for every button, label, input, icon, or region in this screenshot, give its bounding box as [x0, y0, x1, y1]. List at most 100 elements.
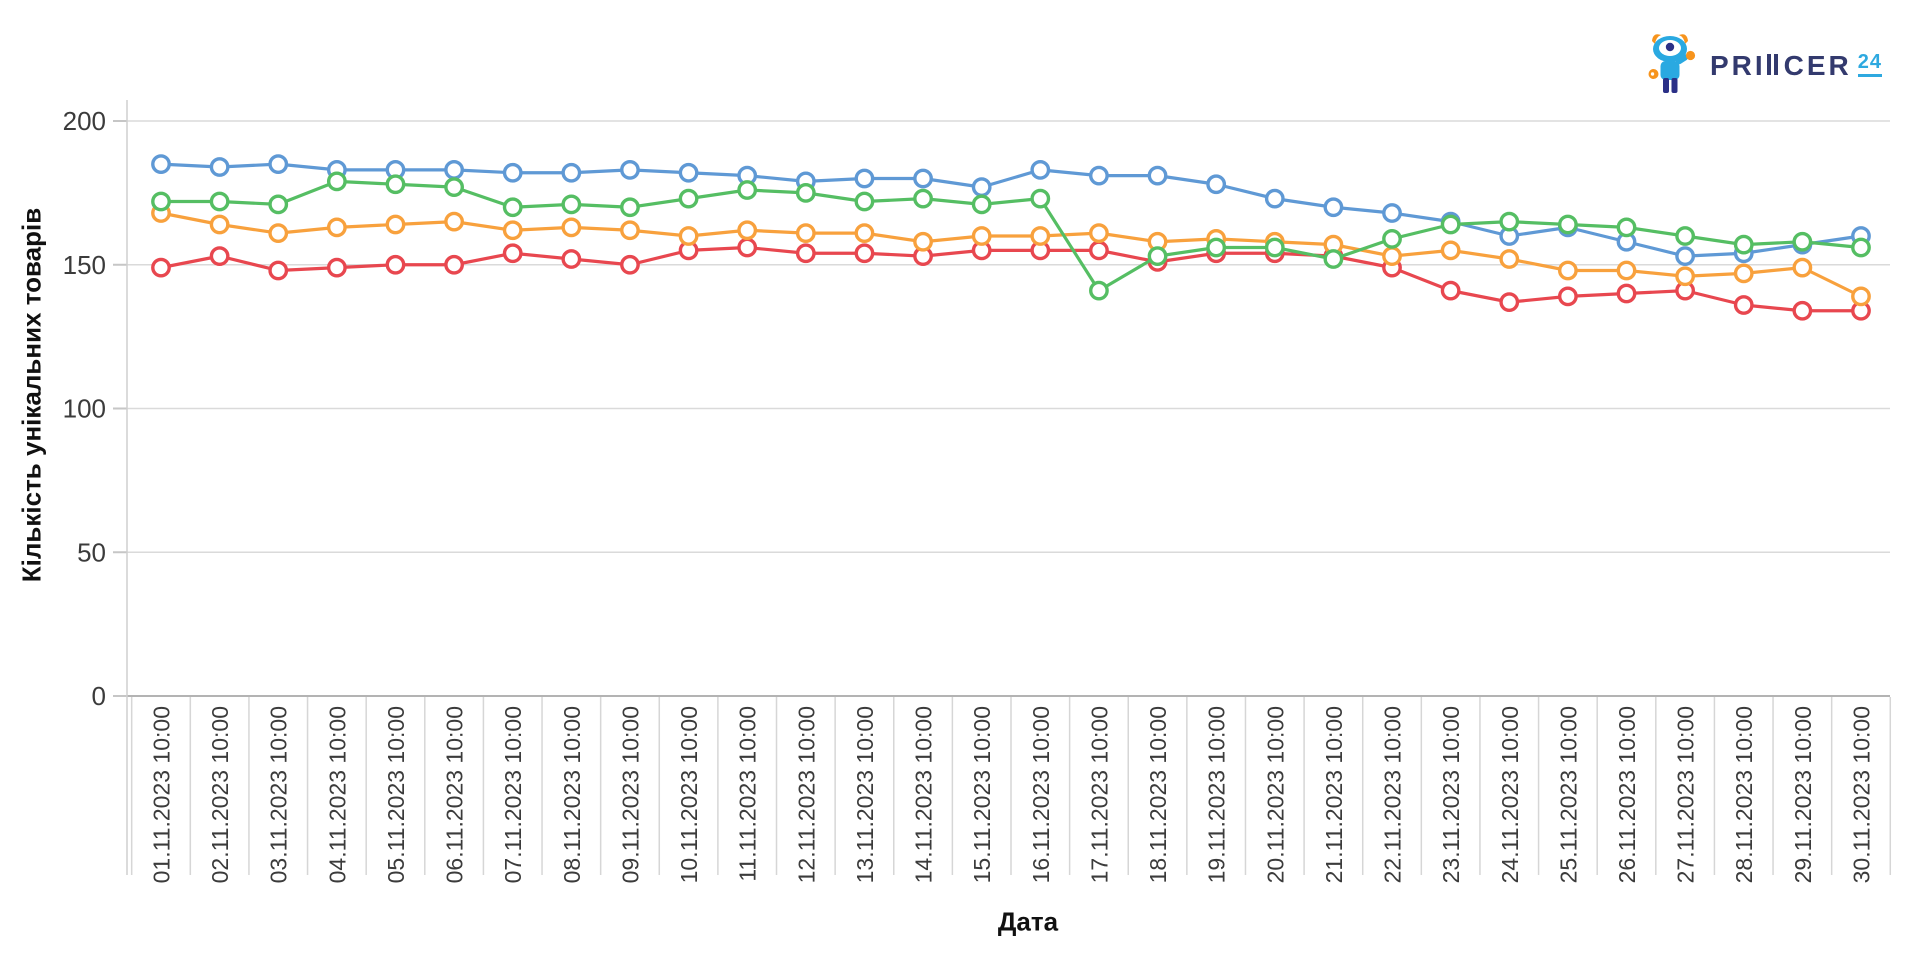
series-blue-line [159, 162, 1863, 258]
data-point-blue-27[interactable] [1675, 246, 1696, 267]
data-point-blue-22[interactable] [1382, 203, 1402, 223]
data-point-green-5[interactable] [385, 174, 406, 195]
y-tick-label: 100 [63, 394, 106, 424]
data-point-red-29[interactable] [1792, 300, 1813, 321]
data-point-green-13[interactable] [854, 191, 875, 212]
data-point-green-15[interactable] [971, 194, 992, 215]
data-point-orange-8[interactable] [561, 217, 582, 238]
data-point-blue-21[interactable] [1323, 197, 1344, 218]
data-point-blue-8[interactable] [561, 162, 582, 183]
data-point-green-30[interactable] [1851, 237, 1871, 258]
data-point-red-8[interactable] [561, 249, 582, 269]
data-point-green-24[interactable] [1499, 211, 1520, 232]
data-point-green-25[interactable] [1557, 214, 1578, 235]
data-point-orange-6[interactable] [444, 211, 464, 232]
data-point-blue-14[interactable] [913, 168, 933, 189]
data-point-orange-30[interactable] [1851, 286, 1871, 307]
data-point-red-28[interactable] [1733, 295, 1754, 315]
data-point-blue-18[interactable] [1147, 165, 1168, 186]
data-point-green-10[interactable] [678, 188, 699, 209]
data-point-green-26[interactable] [1616, 217, 1637, 238]
data-point-green-1[interactable] [151, 191, 171, 212]
data-point-green-27[interactable] [1675, 226, 1696, 246]
x-tick-label: 27.11.2023 10:00 [1673, 706, 1699, 883]
data-point-orange-23[interactable] [1440, 240, 1461, 261]
data-point-green-29[interactable] [1792, 231, 1813, 252]
data-point-orange-29[interactable] [1792, 257, 1813, 278]
data-point-blue-9[interactable] [620, 159, 640, 180]
data-point-green-4[interactable] [326, 171, 347, 192]
data-point-red-7[interactable] [502, 243, 523, 264]
data-point-orange-14[interactable] [913, 231, 933, 252]
data-point-red-13[interactable] [854, 243, 875, 264]
data-point-blue-3[interactable] [268, 154, 289, 175]
data-point-orange-16[interactable] [1030, 226, 1051, 246]
data-point-blue-7[interactable] [502, 162, 523, 183]
data-point-green-19[interactable] [1206, 237, 1227, 258]
data-point-orange-12[interactable] [795, 223, 816, 244]
data-point-green-7[interactable] [502, 197, 523, 218]
data-point-green-2[interactable] [209, 191, 230, 212]
data-point-green-18[interactable] [1147, 246, 1168, 267]
data-point-orange-9[interactable] [620, 220, 640, 241]
data-point-orange-13[interactable] [854, 223, 875, 244]
data-point-orange-27[interactable] [1675, 266, 1696, 287]
data-point-red-24[interactable] [1499, 292, 1520, 313]
pricer24-wordmark: PRI CER 24 [1710, 52, 1882, 80]
data-point-red-5[interactable] [385, 254, 406, 275]
data-point-orange-2[interactable] [209, 214, 230, 235]
data-point-orange-4[interactable] [326, 217, 347, 238]
data-point-red-12[interactable] [795, 243, 816, 264]
data-point-blue-6[interactable] [444, 159, 464, 180]
data-point-red-17[interactable] [1089, 240, 1109, 261]
data-point-green-23[interactable] [1440, 214, 1461, 235]
data-point-orange-5[interactable] [385, 214, 406, 235]
data-point-red-2[interactable] [209, 246, 230, 267]
data-point-red-6[interactable] [444, 254, 464, 275]
data-point-blue-13[interactable] [854, 168, 875, 189]
data-point-red-1[interactable] [151, 257, 171, 278]
data-point-orange-28[interactable] [1733, 263, 1754, 284]
data-point-orange-15[interactable] [971, 226, 992, 246]
data-point-green-20[interactable] [1264, 237, 1285, 258]
data-point-green-16[interactable] [1030, 188, 1051, 209]
data-point-green-12[interactable] [795, 182, 816, 203]
data-point-orange-26[interactable] [1616, 260, 1637, 281]
data-point-red-3[interactable] [268, 260, 289, 281]
data-point-orange-7[interactable] [502, 220, 523, 241]
data-point-orange-25[interactable] [1557, 260, 1578, 281]
data-point-blue-17[interactable] [1089, 165, 1109, 186]
data-point-red-4[interactable] [326, 257, 347, 278]
data-point-blue-19[interactable] [1206, 174, 1227, 195]
data-point-green-28[interactable] [1733, 234, 1754, 255]
data-point-orange-3[interactable] [268, 223, 289, 244]
data-point-red-25[interactable] [1557, 286, 1578, 307]
data-point-green-3[interactable] [268, 194, 289, 215]
data-point-green-14[interactable] [913, 188, 933, 209]
data-point-green-9[interactable] [620, 197, 640, 218]
data-point-red-26[interactable] [1616, 283, 1637, 304]
data-point-orange-24[interactable] [1499, 249, 1520, 269]
data-point-green-6[interactable] [444, 177, 464, 198]
data-point-blue-20[interactable] [1264, 188, 1285, 209]
data-point-blue-2[interactable] [209, 157, 230, 177]
data-point-blue-15[interactable] [971, 177, 992, 198]
data-point-green-8[interactable] [561, 194, 582, 215]
data-point-orange-22[interactable] [1382, 246, 1402, 267]
data-point-red-23[interactable] [1440, 280, 1461, 301]
data-point-green-21[interactable] [1323, 249, 1344, 269]
data-point-orange-17[interactable] [1089, 223, 1109, 244]
data-point-blue-1[interactable] [151, 154, 171, 175]
data-point-blue-10[interactable] [678, 162, 699, 183]
x-tick-label: 25.11.2023 10:00 [1555, 706, 1581, 883]
data-point-blue-16[interactable] [1030, 159, 1051, 180]
data-point-red-9[interactable] [620, 254, 640, 275]
x-tick-label: 23.11.2023 10:00 [1438, 706, 1464, 883]
data-point-green-22[interactable] [1382, 228, 1402, 249]
x-tick-label: 26.11.2023 10:00 [1614, 706, 1640, 883]
data-point-green-17[interactable] [1089, 280, 1109, 301]
data-point-orange-10[interactable] [678, 226, 699, 246]
data-point-red-11[interactable] [737, 237, 758, 258]
data-point-green-11[interactable] [737, 180, 758, 200]
data-point-orange-11[interactable] [737, 220, 758, 241]
